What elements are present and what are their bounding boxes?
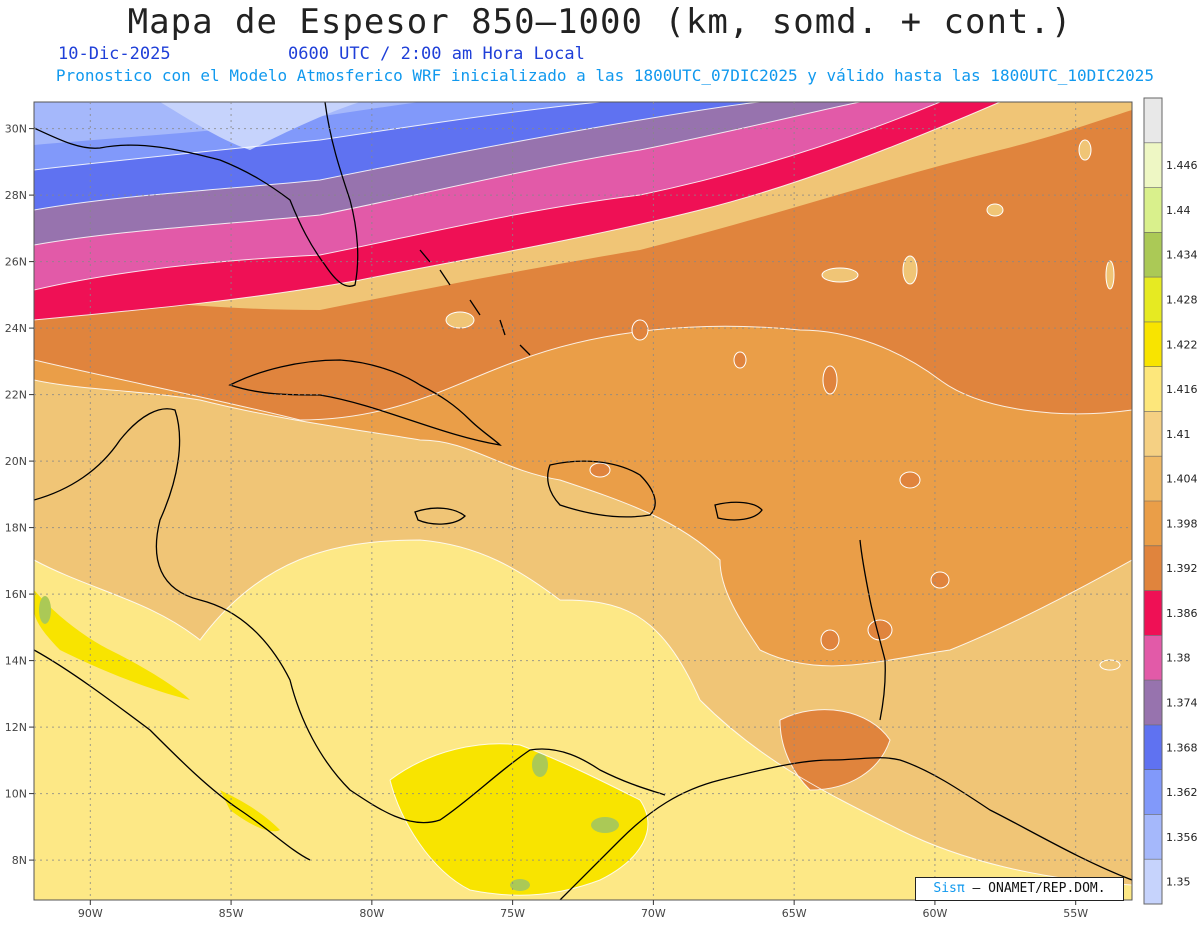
model-info: Pronostico con el Modelo Atmosferico WRF… bbox=[55, 66, 1155, 85]
lat-tick-label: 12N bbox=[5, 721, 27, 734]
thickness-band-1350 bbox=[160, 102, 360, 150]
sispi-logo: Sisπ bbox=[933, 881, 965, 896]
colorbar-label: 1.416 bbox=[1166, 383, 1198, 396]
colorbar-label: 1.428 bbox=[1166, 294, 1198, 307]
plot-frame bbox=[33, 101, 1133, 901]
colorbar-swatch bbox=[1144, 232, 1162, 278]
forecast-time: 0600 UTC / 2:00 am Hora Local bbox=[288, 44, 585, 64]
colorbar-label: 1.422 bbox=[1166, 338, 1198, 351]
lat-tick-label: 28N bbox=[5, 189, 27, 202]
lon-tick-label: 70W bbox=[641, 907, 666, 920]
lon-tick-label: 60W bbox=[922, 907, 947, 920]
colorbar-swatch bbox=[1144, 142, 1162, 188]
coastlines bbox=[34, 102, 1132, 900]
colorbar-swatch bbox=[1144, 859, 1162, 904]
thickness-band-1380 bbox=[34, 102, 940, 290]
colorbar-swatch bbox=[1144, 98, 1162, 143]
colorbar-label: 1.392 bbox=[1166, 562, 1198, 575]
lon-tick-label: 65W bbox=[782, 907, 807, 920]
lat-tick-label: 20N bbox=[5, 455, 27, 468]
colorbar: 1.35 1.356 1.362 1.368 1.374 1.38 1.386 1.392 1.… bbox=[1143, 97, 1198, 905]
axis-ticks: 90W 85W 80W 75W 70W 65W 60W 55W 8N 10N 12N 14N 16N 18… bbox=[5, 123, 1088, 920]
lon-tick-label: 80W bbox=[359, 907, 384, 920]
colorbar-label: 1.374 bbox=[1166, 697, 1198, 710]
credit-box: Sisπ – ONAMET/REP.DOM. bbox=[915, 877, 1124, 901]
colorbar-label: 1.368 bbox=[1166, 741, 1198, 754]
lat-tick-label: 22N bbox=[5, 389, 27, 402]
thickness-band-1392 bbox=[34, 110, 1132, 420]
lat-tick-label: 8N bbox=[12, 854, 27, 867]
colorbar-swatch bbox=[1144, 501, 1162, 546]
lon-tick-label: 55W bbox=[1063, 907, 1088, 920]
colorbar-swatch bbox=[1144, 321, 1162, 367]
thickness-band-1410 bbox=[34, 540, 1132, 900]
colorbar-label: 1.356 bbox=[1166, 831, 1198, 844]
colorbar-label: 1.38 bbox=[1166, 652, 1191, 665]
colorbar-swatch bbox=[1144, 590, 1162, 636]
thickness-band-1386 bbox=[34, 102, 1000, 320]
colorbar-swatch bbox=[1144, 724, 1162, 770]
colorbar-swatch bbox=[1144, 456, 1162, 501]
thickness-band-1374 bbox=[34, 102, 860, 245]
lon-tick-label: 85W bbox=[219, 907, 244, 920]
colorbar-swatch bbox=[1144, 680, 1162, 725]
lon-tick-label: 75W bbox=[500, 907, 525, 920]
thickness-band-1392-se bbox=[780, 709, 890, 790]
colorbar-swatch bbox=[1144, 545, 1162, 591]
lat-tick-label: 18N bbox=[5, 522, 27, 535]
page-title: Mapa de Espesor 850—1000 (km, somd. + co… bbox=[127, 2, 1073, 42]
lat-tick-label: 30N bbox=[5, 123, 27, 136]
lon-tick-label: 90W bbox=[78, 907, 103, 920]
colorbar-label: 1.404 bbox=[1166, 473, 1198, 486]
colorbar-label: 1.35 bbox=[1166, 876, 1191, 889]
thickness-band-1416-pacific bbox=[220, 790, 280, 832]
colorbar-swatch bbox=[1144, 277, 1162, 322]
lat-tick-label: 26N bbox=[5, 256, 27, 269]
colorbar-swatch bbox=[1144, 366, 1162, 412]
colorbar-swatch bbox=[1144, 411, 1162, 457]
lat-tick-label: 14N bbox=[5, 655, 27, 668]
forecast-date: 10-Dic-2025 bbox=[58, 44, 171, 64]
thickness-band-1398 bbox=[34, 290, 1132, 666]
colorbar-swatch bbox=[1144, 187, 1162, 233]
thickness-band-1416 bbox=[390, 743, 648, 896]
colorbar-swatch bbox=[1144, 769, 1162, 815]
colorbar-label: 1.41 bbox=[1166, 428, 1191, 441]
colorbar-swatch bbox=[1144, 635, 1162, 681]
colorbar-label: 1.44 bbox=[1166, 204, 1191, 217]
thickness-band-1368 bbox=[34, 102, 760, 210]
thickness-band-1416-west bbox=[34, 590, 190, 700]
colorbar-label: 1.398 bbox=[1166, 517, 1198, 530]
colorbar-label: 1.434 bbox=[1166, 249, 1198, 262]
colorbar-label: 1.386 bbox=[1166, 607, 1198, 620]
credit-text: – ONAMET/REP.DOM. bbox=[972, 881, 1106, 896]
lat-tick-label: 16N bbox=[5, 588, 27, 601]
gridlines bbox=[34, 102, 1132, 900]
colorbar-label: 1.362 bbox=[1166, 786, 1198, 799]
colorbar-swatch bbox=[1144, 814, 1162, 860]
colorbar-label: 1.446 bbox=[1166, 159, 1198, 172]
lat-tick-label: 24N bbox=[5, 322, 27, 335]
lat-tick-label: 10N bbox=[5, 788, 27, 801]
map-fill-layer bbox=[34, 102, 1132, 900]
